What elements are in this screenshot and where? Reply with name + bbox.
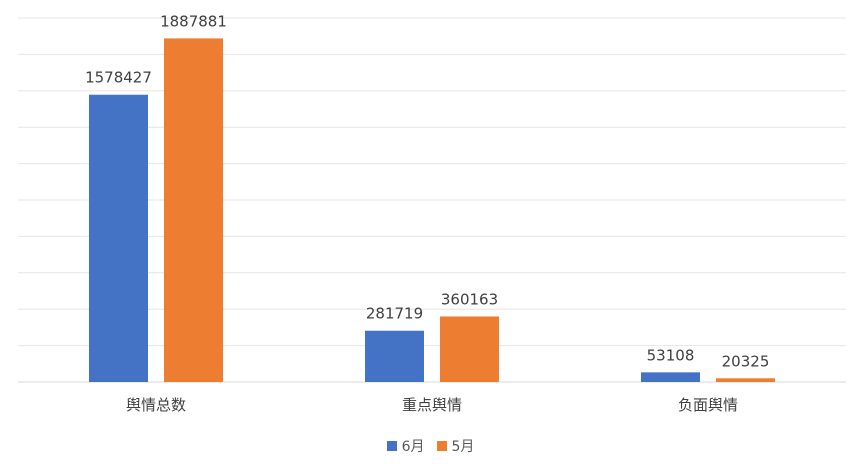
legend-label: 6月 <box>401 439 425 455</box>
legend-swatch <box>436 441 447 451</box>
legend-item-2: 5月 <box>436 436 475 456</box>
data-label: 360163 <box>441 290 498 308</box>
data-label: 20325 <box>722 352 770 370</box>
legend-label: 5月 <box>451 439 475 455</box>
category-labels: 舆情总数 重点舆情 负面舆情 <box>126 396 738 414</box>
data-label: 1578427 <box>85 69 152 87</box>
data-label: 281719 <box>366 305 423 323</box>
bar-1-series-1 <box>89 94 148 382</box>
gridlines <box>18 17 846 383</box>
bar-2-series-2 <box>440 316 499 382</box>
bar-3-series-2 <box>716 378 775 382</box>
legend-swatch <box>386 441 397 451</box>
category-label: 重点舆情 <box>402 396 462 414</box>
data-labels: 1578427 1887881 281719 360163 53108 20325 <box>85 12 769 370</box>
bar-1-series-2 <box>164 38 223 382</box>
bars <box>89 38 775 382</box>
legend: 6月 5月 <box>0 436 861 456</box>
category-label: 负面舆情 <box>678 396 738 414</box>
data-label: 53108 <box>647 346 695 364</box>
category-label: 舆情总数 <box>126 396 186 414</box>
data-label: 1887881 <box>160 12 227 30</box>
legend-item-1: 6月 <box>386 436 425 456</box>
bar-2-series-1 <box>365 330 424 382</box>
bar-3-series-1 <box>641 372 700 382</box>
